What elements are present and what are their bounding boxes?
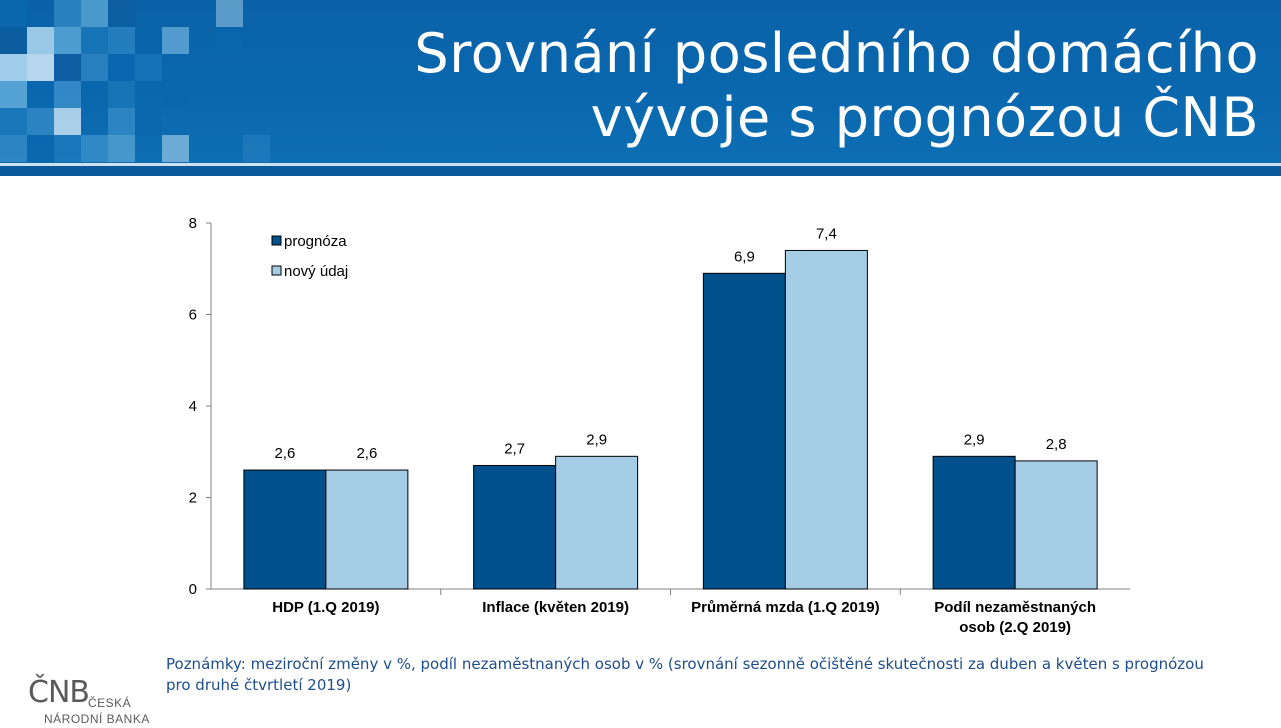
- mosaic-tile: [54, 0, 81, 27]
- data-label: 2,6: [274, 445, 295, 462]
- mosaic-tile: [135, 108, 162, 135]
- mosaic-tile: [0, 27, 27, 54]
- mosaic-tile: [216, 0, 243, 27]
- mosaic-tile: [108, 0, 135, 27]
- bar: [556, 456, 638, 589]
- legend-label: prognóza: [284, 233, 347, 250]
- bar: [244, 470, 326, 589]
- y-tick-label: 2: [189, 490, 197, 507]
- category-label: Průměrná mzda (1.Q 2019): [691, 599, 879, 616]
- mosaic-tile: [0, 0, 27, 27]
- mosaic-tile: [81, 27, 108, 54]
- mosaic-tile: [108, 54, 135, 81]
- mosaic-tile: [54, 27, 81, 54]
- y-tick-label: 8: [189, 215, 197, 232]
- logo-mark: ČNB: [28, 676, 89, 710]
- mosaic-tile: [0, 108, 27, 135]
- mosaic-tile: [0, 54, 27, 81]
- category-label: Inflace (květen 2019): [482, 599, 629, 616]
- mosaic-tile: [108, 27, 135, 54]
- mosaic-tile: [54, 135, 81, 162]
- data-label: 2,7: [504, 440, 525, 457]
- data-label: 2,9: [586, 431, 607, 448]
- mosaic-tile: [27, 27, 54, 54]
- legend-swatch: [272, 266, 281, 275]
- data-label: 7,4: [816, 225, 837, 242]
- mosaic-tile: [162, 81, 189, 108]
- mosaic-tile: [81, 0, 108, 27]
- mosaic-tile: [81, 54, 108, 81]
- data-label: 2,9: [964, 431, 985, 448]
- header-banner: Srovnání posledního domácího vývoje s pr…: [0, 0, 1281, 170]
- mosaic-tile: [27, 135, 54, 162]
- mosaic-tile: [54, 54, 81, 81]
- y-tick-label: 4: [189, 398, 197, 415]
- cnb-logo: ČNB ČESKÁ NÁRODNÍ BANKA: [28, 676, 168, 726]
- page-title: Srovnání posledního domácího vývoje s pr…: [259, 22, 1259, 150]
- mosaic-tile: [54, 108, 81, 135]
- category-label: Podíl nezaměstnaných: [934, 599, 1096, 616]
- chart-bars: [244, 250, 1097, 589]
- logo-line-1: ČESKÁ: [88, 696, 131, 710]
- bar: [933, 456, 1015, 589]
- mosaic-tile: [135, 54, 162, 81]
- mosaic-decoration: [0, 0, 300, 170]
- mosaic-tile: [0, 135, 27, 162]
- bar: [326, 470, 408, 589]
- legend-swatch: [272, 236, 281, 245]
- mosaic-tile: [27, 108, 54, 135]
- mosaic-tile: [54, 81, 81, 108]
- mosaic-tile: [0, 81, 27, 108]
- y-tick-label: 6: [189, 307, 197, 324]
- legend-label: nový údaj: [284, 263, 348, 280]
- category-label: HDP (1.Q 2019): [272, 599, 379, 616]
- logo-line-2: NÁRODNÍ BANKA: [44, 712, 150, 726]
- mosaic-tile: [108, 81, 135, 108]
- mosaic-tile: [162, 135, 189, 162]
- mosaic-tile: [27, 54, 54, 81]
- mosaic-tile: [81, 135, 108, 162]
- bar: [785, 250, 867, 589]
- data-label: 6,9: [734, 248, 755, 265]
- bar-chart: 0 2 4 6 8 2,6 2,6 HDP (1.Q 2019) 2,7 2,9 Inflace …: [150, 200, 1140, 650]
- category-label: osob (2.Q 2019): [959, 619, 1071, 636]
- bar: [1015, 461, 1097, 589]
- header-divider-dark: [0, 166, 1281, 176]
- chart-note: Poznámky: meziroční změny v %, podíl nez…: [166, 654, 1206, 696]
- data-label: 2,8: [1046, 436, 1067, 453]
- bar: [703, 273, 785, 589]
- mosaic-tile: [108, 135, 135, 162]
- bar: [474, 465, 556, 589]
- y-tick-label: 0: [189, 581, 197, 598]
- chart-legend: prognóza nový údaj: [272, 233, 348, 280]
- data-label: 2,6: [356, 445, 377, 462]
- mosaic-tile: [108, 108, 135, 135]
- mosaic-tile: [216, 27, 243, 54]
- mosaic-tile: [162, 27, 189, 54]
